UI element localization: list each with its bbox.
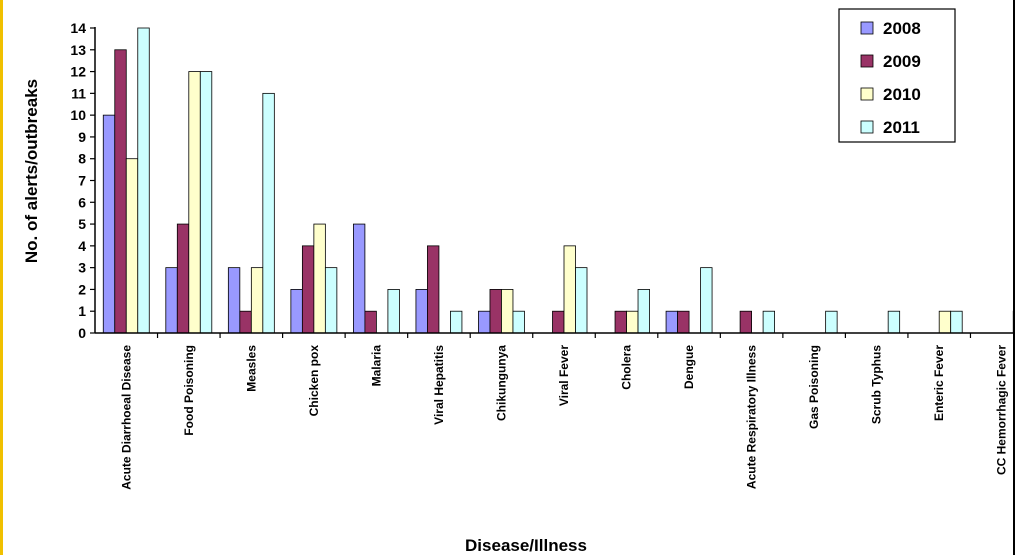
bar-2008-5 (415, 289, 428, 334)
legend: 2008 2009 2010 2011 (838, 8, 956, 143)
bar-2011-13 (950, 310, 963, 334)
bar-2010-6 (501, 289, 514, 334)
x-category-label: CC Hemorrhagic Fever (995, 345, 1009, 475)
x-axis-title: Disease/Illness (465, 536, 587, 555)
bar-2009-4 (364, 310, 377, 334)
x-category-label: Chicken pox (307, 345, 321, 417)
bar-2010-3 (313, 223, 326, 334)
y-axis-title: No. of alerts/outbreaks (22, 79, 41, 263)
y-tick-label: 11 (71, 85, 86, 101)
bar-2009-0 (114, 49, 127, 334)
bar-2010-1 (188, 71, 201, 334)
y-tick-label: 3 (78, 260, 86, 276)
bar-2010-0 (125, 158, 139, 334)
x-category-label: Scrub Typhus (870, 345, 884, 424)
bar-2011-1 (199, 71, 213, 334)
bar-2008-9 (665, 310, 678, 334)
bar-2008-4 (352, 223, 366, 334)
bar-2009-3 (301, 245, 315, 334)
bar-2008-1 (165, 267, 178, 334)
bar-2011-8 (637, 289, 650, 334)
bars-layer (102, 27, 1013, 334)
x-category-label: Cholera (620, 345, 634, 390)
x-category-label: Measles (244, 345, 258, 392)
y-tick-label: 10 (70, 107, 86, 123)
bar-2011-7 (575, 267, 588, 334)
bar-2011-6 (512, 310, 525, 334)
legend-label-2008: 2008 (883, 19, 921, 38)
bar-2009-6 (489, 289, 502, 334)
bar-2011-11 (825, 310, 838, 334)
x-category-label: Dengue (682, 345, 696, 389)
x-category-label: Gas Poisoning (807, 345, 821, 429)
legend-label-2009: 2009 (883, 52, 921, 71)
bar-2010-7 (563, 245, 576, 334)
bar-2009-8 (614, 310, 627, 334)
bar-2010-2 (250, 267, 264, 334)
x-category-labels: Acute Diarrhoeal Disease Food Poisoning Me… (119, 333, 1009, 490)
bar-2009-1 (176, 223, 190, 334)
x-category-label: Acute Respiratory Illness (745, 345, 759, 489)
legend-label-2010: 2010 (883, 85, 921, 104)
y-tick-label: 8 (78, 151, 86, 167)
bar-2011-9 (700, 267, 713, 334)
bar-2011-2 (262, 92, 275, 334)
bar-2008-0 (102, 114, 116, 334)
y-tick-label: 9 (78, 129, 86, 145)
x-category-label: Acute Diarrhoeal Disease (119, 345, 133, 490)
y-tick-label: 1 (78, 303, 86, 319)
bar-2011-5 (450, 310, 463, 334)
y-tick-label: 5 (78, 216, 86, 232)
legend-label-2011: 2011 (883, 118, 920, 137)
x-category-label: Chikungunya (494, 345, 508, 421)
bar-2009-7 (552, 310, 565, 334)
bar-2009-10 (739, 310, 752, 334)
bar-2011-0 (137, 27, 150, 334)
bar-2011-3 (324, 267, 338, 334)
y-tick-label: 12 (70, 64, 86, 80)
bar-2010-8 (626, 310, 639, 334)
bar-2008-2 (227, 267, 241, 334)
bar-2009-5 (427, 245, 440, 334)
x-category-label: Food Poisoning (182, 345, 196, 436)
legend-swatch-2010 (860, 87, 874, 101)
legend-swatch-2011 (860, 120, 874, 134)
y-tick-label: 6 (78, 194, 86, 210)
bar-2008-3 (290, 289, 303, 334)
bar-2011-10 (762, 310, 775, 334)
x-category-label: Malaria (369, 345, 383, 387)
y-tick-label: 7 (78, 173, 86, 189)
y-tick-label: 13 (70, 42, 86, 58)
legend-swatch-2009 (860, 54, 874, 68)
bar-2009-9 (677, 310, 690, 334)
bar-2008-6 (478, 310, 491, 334)
bar-2011-4 (387, 289, 400, 334)
bar-2009-2 (239, 310, 252, 334)
y-tick-label: 14 (70, 20, 86, 36)
bar-2011-12 (887, 310, 901, 334)
legend-box (838, 8, 956, 143)
legend-swatch-2008 (860, 21, 874, 35)
y-tick-label: 4 (78, 238, 86, 254)
bar-2010-13 (938, 310, 952, 334)
x-category-label: Viral Fever (557, 345, 571, 406)
x-category-label: Viral Hepatitis (432, 345, 446, 425)
y-tick-label: 0 (78, 325, 86, 341)
y-tick-label: 2 (78, 281, 86, 297)
x-category-label: Enteric Fever (932, 345, 946, 421)
